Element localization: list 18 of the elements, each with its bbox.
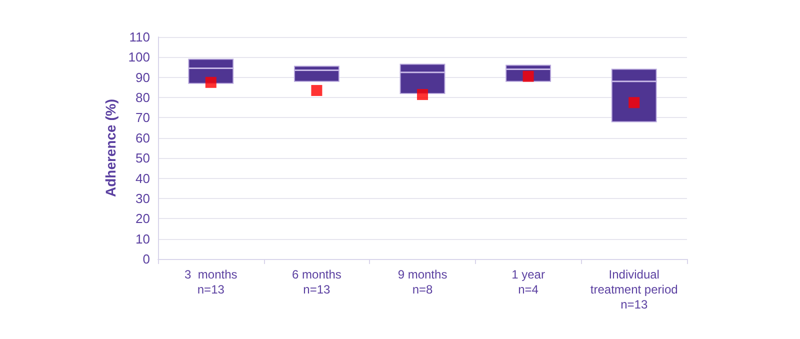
x-tick-label: 3 months n=13 [184,268,238,296]
x-tick-label: 9 months n=8 [398,268,448,296]
x-tick-label: 1 year n=4 [512,268,545,296]
y-tick-label: 30 [136,190,150,206]
y-tick-label: 80 [136,90,150,106]
y-tick-label: 0 [142,252,150,266]
y-tick-label: 90 [136,70,150,85]
y-tick-label: 40 [136,170,150,186]
x-tick-label: 6 months n=13 [292,268,342,296]
y-tick-label: 50 [136,150,150,166]
y-tick-label: 60 [136,130,150,146]
x-tick-label: Individual treatment period n=13 [590,268,678,312]
y-axis-title: Adherence (%) [102,98,118,198]
y-tick-label: 110 [129,30,150,44]
y-tick-label: 70 [136,110,150,126]
y-tick-label: 20 [136,211,150,226]
y-tick-label: 10 [136,231,150,246]
y-tick-label: 100 [128,50,150,65]
